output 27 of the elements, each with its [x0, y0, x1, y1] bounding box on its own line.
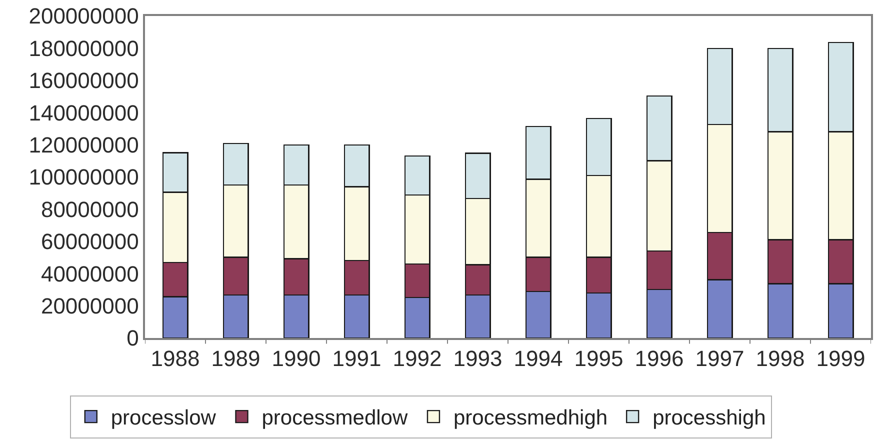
x-tick-label: 1991	[332, 346, 382, 372]
y-tick-label: 160000000	[28, 68, 139, 94]
y-tick-label: 60000000	[40, 229, 139, 254]
legend-label: processmedhigh	[453, 406, 608, 430]
y-tick-label: 0	[126, 326, 139, 351]
y-tick-label: 120000000	[28, 132, 139, 158]
x-tick-label: 1995	[574, 346, 624, 372]
x-tick-label: 1996	[634, 346, 684, 372]
y-tick-label: 180000000	[28, 36, 139, 61]
x-tick-label: 1997	[695, 346, 744, 372]
x-tick-label: 1999	[816, 346, 866, 372]
x-tick-label: 1994	[514, 346, 563, 372]
y-tick-label: 40000000	[40, 261, 139, 286]
y-tick-label: 100000000	[28, 164, 139, 190]
x-tick-label: 1998	[756, 346, 805, 372]
x-tick-label: 1989	[211, 346, 260, 372]
legend-label: processhigh	[652, 406, 766, 430]
y-tick-label: 20000000	[40, 294, 139, 318]
legend-label: processlow	[110, 406, 217, 430]
x-tick-label: 1990	[272, 346, 321, 372]
x-tick-label: 1992	[392, 346, 442, 372]
y-tick-label: 200000000	[28, 4, 139, 29]
x-tick-label: 1988	[150, 346, 200, 372]
y-tick-label: 140000000	[28, 100, 139, 126]
legend-label: processmedlow	[262, 406, 408, 430]
x-tick-label: 1993	[453, 346, 502, 372]
y-tick-label: 80000000	[40, 196, 139, 222]
